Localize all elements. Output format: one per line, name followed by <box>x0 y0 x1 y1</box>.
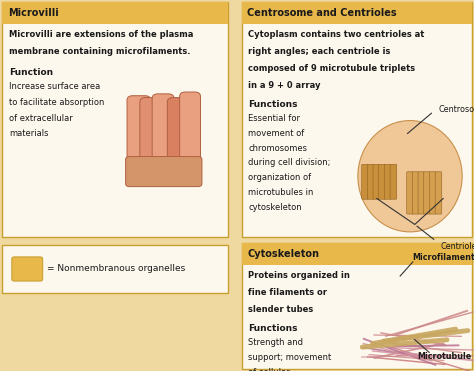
Text: chromosomes: chromosomes <box>248 144 307 152</box>
FancyBboxPatch shape <box>390 164 397 199</box>
Text: Microvilli are extensions of the plasma: Microvilli are extensions of the plasma <box>9 30 193 39</box>
Text: membrane containing microfilaments.: membrane containing microfilaments. <box>9 47 191 56</box>
FancyBboxPatch shape <box>242 243 472 369</box>
FancyBboxPatch shape <box>362 164 368 199</box>
FancyBboxPatch shape <box>2 2 228 24</box>
Text: fine filaments or: fine filaments or <box>248 288 328 297</box>
Text: Function: Function <box>9 68 53 77</box>
Ellipse shape <box>358 121 462 232</box>
FancyBboxPatch shape <box>384 164 391 199</box>
FancyBboxPatch shape <box>140 98 163 177</box>
Text: organization of: organization of <box>248 173 311 182</box>
Text: Microvilli: Microvilli <box>8 8 59 18</box>
FancyBboxPatch shape <box>2 245 228 293</box>
FancyBboxPatch shape <box>242 2 472 24</box>
FancyBboxPatch shape <box>424 172 430 214</box>
Text: Microfilament: Microfilament <box>412 253 474 262</box>
FancyBboxPatch shape <box>126 157 202 187</box>
FancyBboxPatch shape <box>180 92 201 162</box>
FancyBboxPatch shape <box>418 172 425 214</box>
Text: = Nonmembranous organelles: = Nonmembranous organelles <box>47 265 186 273</box>
Text: Functions: Functions <box>248 324 298 333</box>
Text: in a 9 + 0 array: in a 9 + 0 array <box>248 81 321 90</box>
Text: Functions: Functions <box>248 100 298 109</box>
Text: Essential for: Essential for <box>248 114 301 123</box>
Text: Cytoskeleton: Cytoskeleton <box>247 249 319 259</box>
Text: Centrosome: Centrosome <box>438 105 474 114</box>
Text: Microtubule: Microtubule <box>417 352 471 361</box>
FancyBboxPatch shape <box>373 164 380 199</box>
FancyBboxPatch shape <box>412 172 419 214</box>
FancyBboxPatch shape <box>379 164 385 199</box>
Text: Centrosome and Centrioles: Centrosome and Centrioles <box>247 8 397 18</box>
FancyBboxPatch shape <box>367 164 374 199</box>
Text: support; movement: support; movement <box>248 353 332 362</box>
Text: of cellular: of cellular <box>248 368 290 371</box>
FancyBboxPatch shape <box>127 96 151 170</box>
Text: materials: materials <box>9 129 48 138</box>
Text: movement of: movement of <box>248 129 305 138</box>
Text: Centrioles: Centrioles <box>441 242 474 251</box>
FancyBboxPatch shape <box>2 2 228 237</box>
Text: of extracellular: of extracellular <box>9 114 73 122</box>
Text: during cell division;: during cell division; <box>248 158 331 167</box>
Text: composed of 9 microtubule triplets: composed of 9 microtubule triplets <box>248 64 416 73</box>
FancyBboxPatch shape <box>152 94 174 166</box>
Text: to facilitate absorption: to facilitate absorption <box>9 98 104 107</box>
Text: Strength and: Strength and <box>248 338 303 347</box>
FancyBboxPatch shape <box>167 98 189 173</box>
FancyBboxPatch shape <box>242 2 472 237</box>
Text: Increase surface area: Increase surface area <box>9 82 100 91</box>
FancyBboxPatch shape <box>435 172 442 214</box>
FancyBboxPatch shape <box>12 257 43 281</box>
Text: microtubules in: microtubules in <box>248 188 314 197</box>
Text: Cytoplasm contains two centrioles at: Cytoplasm contains two centrioles at <box>248 30 425 39</box>
Text: Proteins organized in: Proteins organized in <box>248 271 350 280</box>
FancyBboxPatch shape <box>407 172 413 214</box>
Text: cytoskeleton: cytoskeleton <box>248 203 302 212</box>
Text: right angles; each centriole is: right angles; each centriole is <box>248 47 391 56</box>
FancyBboxPatch shape <box>242 243 472 265</box>
Text: slender tubes: slender tubes <box>248 305 314 314</box>
FancyBboxPatch shape <box>429 172 436 214</box>
